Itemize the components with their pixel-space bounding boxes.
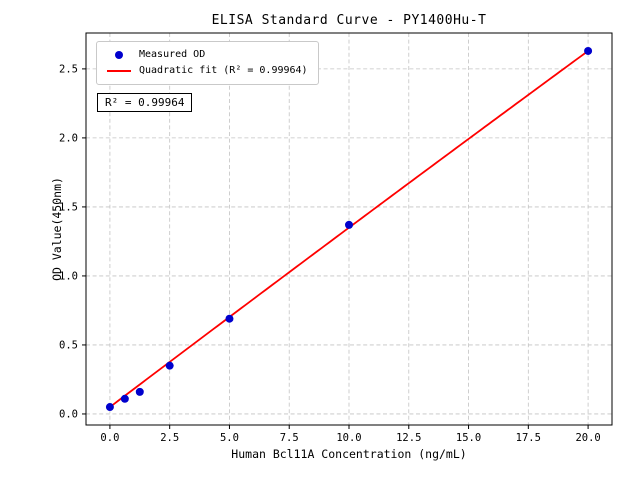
chart-title: ELISA Standard Curve - PY1400Hu-T	[211, 13, 487, 28]
data-point	[584, 46, 593, 55]
scatter-marker-icon	[115, 51, 123, 59]
y-tick-label: 2.0	[59, 132, 78, 144]
legend-item-measured-od: Measured OD	[105, 47, 308, 63]
y-tick-label: 1.0	[59, 270, 78, 282]
x-axis-label: Human Bcl11A Concentration (ng/mL)	[231, 447, 467, 461]
x-tick-label: 20.0	[575, 432, 600, 444]
data-point	[225, 314, 234, 323]
x-tick-label: 12.5	[396, 432, 421, 444]
fit-line-icon	[107, 70, 131, 72]
y-tick-label: 0.5	[59, 339, 78, 351]
legend-label-quadratic-fit: Quadratic fit (R² = 0.99964)	[139, 65, 308, 76]
legend: Measured OD Quadratic fit (R² = 0.99964)	[96, 41, 319, 85]
y-axis-label: OD Value(450nm)	[50, 177, 64, 281]
r-squared-annotation: R² = 0.99964	[97, 93, 193, 112]
x-tick-label: 2.5	[160, 432, 179, 444]
y-tick-label: 2.5	[59, 63, 78, 75]
y-tick-label: 0.0	[59, 408, 78, 420]
data-point	[345, 220, 353, 229]
legend-marker-cell	[105, 70, 133, 72]
y-tick-label: 1.5	[59, 201, 78, 213]
x-tick-label: 0.0	[100, 432, 119, 444]
x-tick-label: 10.0	[336, 432, 361, 444]
data-point	[120, 394, 129, 403]
x-tick-label: 7.5	[280, 432, 299, 444]
x-tick-label: 15.0	[456, 432, 481, 444]
data-point	[135, 387, 144, 396]
x-tick-label: 5.0	[220, 432, 239, 444]
legend-label-measured-od: Measured OD	[139, 49, 206, 60]
data-point	[165, 361, 174, 370]
legend-marker-cell	[105, 51, 133, 59]
data-point	[105, 403, 114, 412]
x-tick-label: 17.5	[516, 432, 541, 444]
legend-item-quadratic-fit: Quadratic fit (R² = 0.99964)	[105, 63, 308, 79]
